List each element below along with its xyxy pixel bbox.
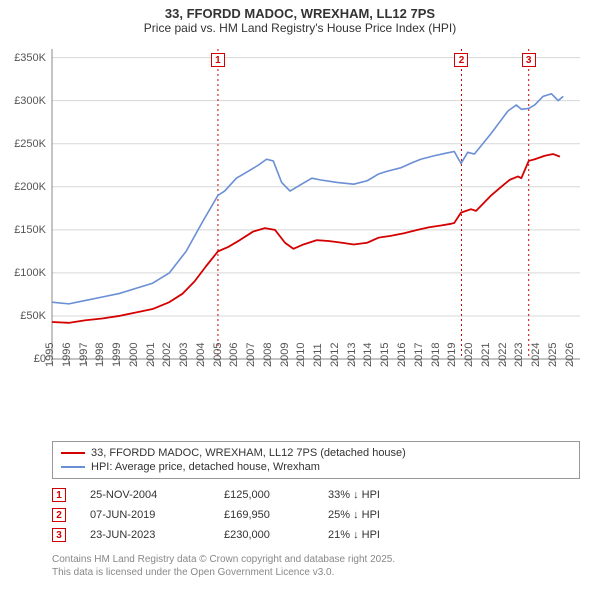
y-tick-label: £200K [14,181,46,193]
sales-table: 1 25-NOV-2004 £125,000 33% ↓ HPI 2 07-JUN-201… [52,485,580,545]
footer-line-2: This data is licensed under the Open Gov… [52,566,580,579]
x-tick-label: 2026 [563,343,575,367]
x-tick-label: 2009 [278,343,290,367]
sale-row: 1 25-NOV-2004 £125,000 33% ↓ HPI [52,485,580,505]
x-tick-label: 2014 [362,343,374,367]
sale-flag: 2 [52,508,66,522]
x-tick-label: 2024 [530,343,542,367]
sale-row: 3 23-JUN-2023 £230,000 21% ↓ HPI [52,525,580,545]
y-tick-label: £300K [14,95,46,107]
y-tick-label: £150K [14,224,46,236]
x-tick-label: 2019 [446,343,458,367]
event-marker-flag: 3 [522,53,536,67]
x-tick-label: 2001 [144,343,156,367]
footer-line-1: Contains HM Land Registry data © Crown c… [52,553,580,566]
x-tick-label: 2000 [128,343,140,367]
legend-box: 33, FFORDD MADOC, WREXHAM, LL12 7PS (det… [52,441,580,479]
x-tick-label: 2012 [329,343,341,367]
y-tick-label: £250K [14,138,46,150]
x-tick-label: 2020 [463,343,475,367]
x-tick-label: 2005 [211,343,223,367]
x-tick-label: 1997 [77,343,89,367]
legend-label: 33, FFORDD MADOC, WREXHAM, LL12 7PS (det… [91,447,406,459]
x-tick-label: 2011 [312,343,324,367]
footer-attribution: Contains HM Land Registry data © Crown c… [52,553,580,579]
x-tick-label: 2016 [396,343,408,367]
series-price-paid [52,154,560,323]
series-hpi [52,94,563,304]
sale-price: £125,000 [224,489,304,501]
sale-date: 23-JUN-2023 [90,529,200,541]
x-tick-label: 1999 [111,343,123,367]
x-tick-label: 2021 [480,343,492,367]
y-tick-label: £50K [20,310,46,322]
x-tick-label: 2008 [262,343,274,367]
y-tick-label: £100K [14,267,46,279]
chart-area: £0£50K£100K£150K£200K£250K£300K£350K1995… [10,39,590,399]
x-tick-label: 2003 [178,343,190,367]
legend-label: HPI: Average price, detached house, Wrex… [91,461,320,473]
x-tick-label: 1998 [94,343,106,367]
sale-flag: 3 [52,528,66,542]
x-tick-label: 2010 [295,343,307,367]
sale-diff: 21% ↓ HPI [328,529,428,541]
sale-row: 2 07-JUN-2019 £169,950 25% ↓ HPI [52,505,580,525]
x-tick-label: 2015 [379,343,391,367]
x-tick-label: 2023 [513,343,525,367]
x-tick-label: 1995 [44,343,56,367]
y-tick-label: £350K [14,52,46,64]
legend-swatch [61,452,85,454]
x-tick-label: 2004 [195,343,207,367]
chart-title: 33, FFORDD MADOC, WREXHAM, LL12 7PS [0,0,600,21]
sale-diff: 25% ↓ HPI [328,509,428,521]
x-tick-label: 2022 [496,343,508,367]
sale-date: 25-NOV-2004 [90,489,200,501]
legend-item: 33, FFORDD MADOC, WREXHAM, LL12 7PS (det… [61,446,571,460]
x-tick-label: 2007 [245,343,257,367]
legend-item: HPI: Average price, detached house, Wrex… [61,460,571,474]
x-tick-label: 2017 [413,343,425,367]
x-tick-label: 2018 [429,343,441,367]
x-tick-label: 2025 [547,343,559,367]
x-tick-label: 2002 [161,343,173,367]
sale-price: £169,950 [224,509,304,521]
event-marker-flag: 2 [454,53,468,67]
event-marker-flag: 1 [211,53,225,67]
x-tick-label: 1996 [61,343,73,367]
sale-diff: 33% ↓ HPI [328,489,428,501]
x-tick-label: 2013 [345,343,357,367]
sale-flag: 1 [52,488,66,502]
sale-date: 07-JUN-2019 [90,509,200,521]
legend-swatch [61,466,85,468]
x-tick-label: 2006 [228,343,240,367]
sale-price: £230,000 [224,529,304,541]
chart-subtitle: Price paid vs. HM Land Registry's House … [0,21,600,39]
